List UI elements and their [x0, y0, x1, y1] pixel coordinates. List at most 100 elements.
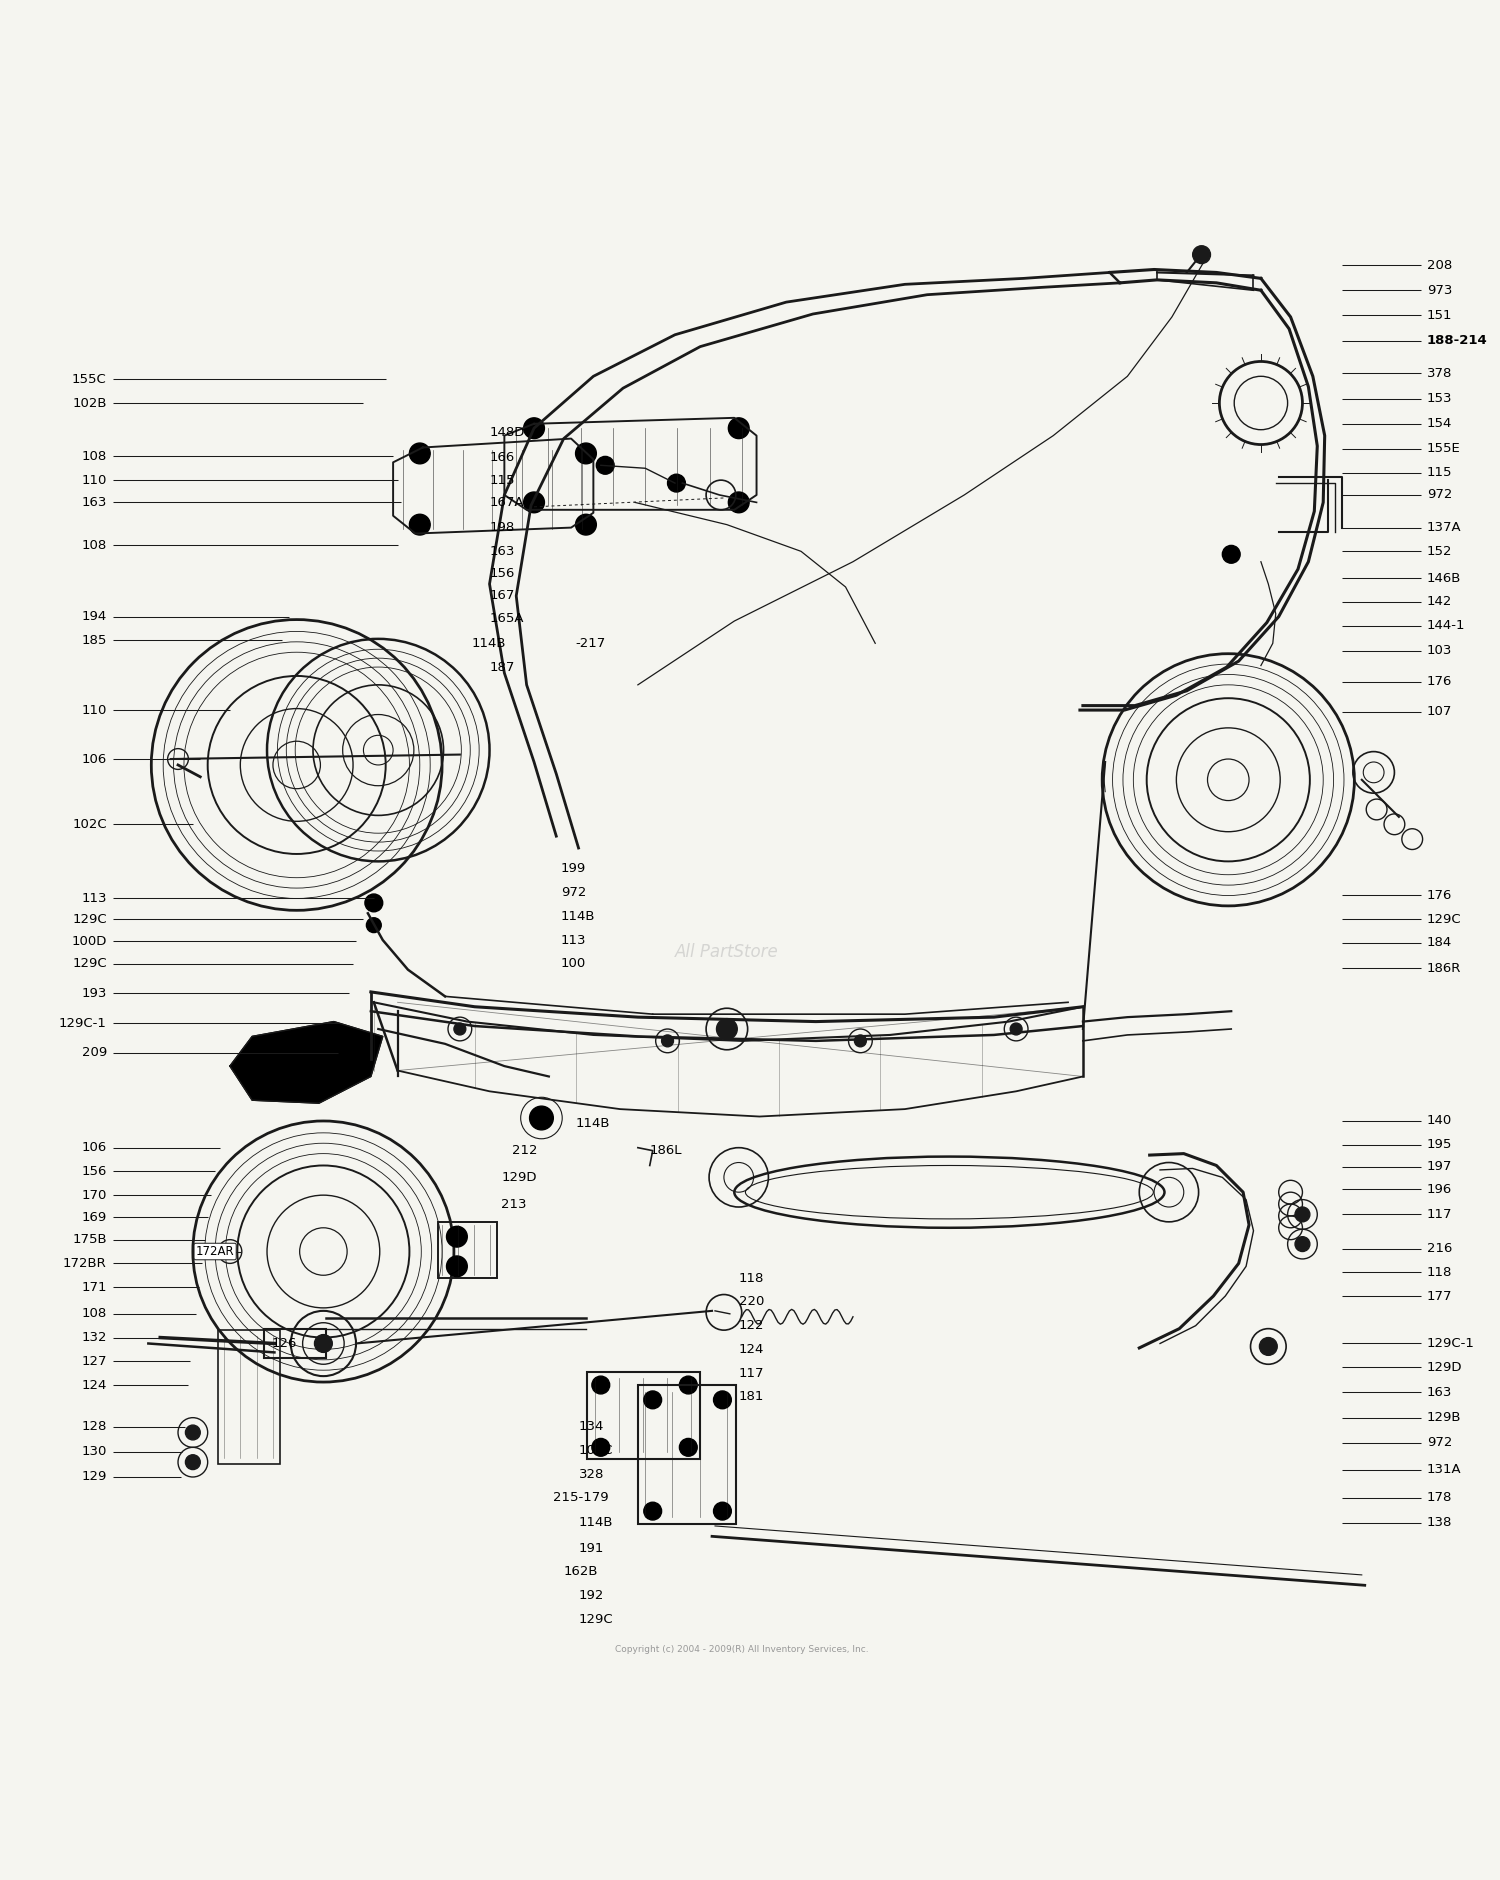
Circle shape: [364, 895, 382, 912]
Text: 172AR: 172AR: [196, 1245, 234, 1258]
Text: 187: 187: [489, 660, 514, 673]
Text: 170: 170: [81, 1188, 106, 1201]
Text: 115: 115: [489, 474, 514, 487]
Text: 100C: 100C: [579, 1444, 614, 1457]
Circle shape: [592, 1376, 609, 1393]
Text: 171: 171: [81, 1280, 106, 1293]
Text: 186R: 186R: [1426, 963, 1461, 974]
Text: 973: 973: [1426, 284, 1452, 297]
Circle shape: [576, 444, 597, 464]
Text: 102C: 102C: [72, 818, 106, 831]
Text: 106: 106: [81, 1141, 106, 1154]
Text: 114B: 114B: [576, 1117, 610, 1130]
Text: 166: 166: [489, 451, 514, 464]
Text: 127: 127: [81, 1355, 106, 1369]
Text: 186L: 186L: [650, 1145, 682, 1158]
Circle shape: [1260, 1337, 1276, 1355]
Text: 215-179: 215-179: [554, 1491, 609, 1504]
Text: 128: 128: [81, 1419, 106, 1433]
Text: 129C: 129C: [72, 912, 106, 925]
Circle shape: [714, 1391, 732, 1408]
Text: 193: 193: [81, 987, 106, 1000]
Text: 328: 328: [579, 1468, 604, 1481]
Text: 138: 138: [1426, 1517, 1452, 1530]
Text: All PartStore: All PartStore: [675, 944, 778, 961]
Text: 132: 132: [81, 1331, 106, 1344]
Circle shape: [410, 444, 430, 464]
Text: 216: 216: [1426, 1243, 1452, 1256]
Circle shape: [530, 1105, 554, 1130]
Text: 103: 103: [1426, 645, 1452, 658]
Text: 212: 212: [512, 1145, 537, 1158]
Text: 156: 156: [81, 1166, 106, 1179]
Text: 209: 209: [81, 1047, 106, 1058]
Text: 124: 124: [738, 1342, 764, 1355]
Circle shape: [592, 1438, 609, 1457]
Text: 156: 156: [489, 568, 514, 581]
Text: 134: 134: [579, 1419, 604, 1433]
Text: Copyright (c) 2004 - 2009(R) All Inventory Services, Inc.: Copyright (c) 2004 - 2009(R) All Invento…: [615, 1645, 868, 1654]
Text: 151: 151: [1426, 308, 1452, 321]
Text: 184: 184: [1426, 936, 1452, 949]
Text: 140: 140: [1426, 1115, 1452, 1128]
Circle shape: [1294, 1237, 1310, 1252]
Text: 972: 972: [1426, 489, 1452, 502]
Text: 129D: 129D: [1426, 1361, 1462, 1374]
Text: 163: 163: [81, 496, 106, 509]
Text: 175B: 175B: [72, 1233, 106, 1246]
Text: 169: 169: [81, 1211, 106, 1224]
Circle shape: [524, 493, 544, 513]
Circle shape: [729, 417, 748, 438]
Circle shape: [576, 515, 597, 536]
Text: 129C-1: 129C-1: [58, 1017, 106, 1030]
Text: 130: 130: [81, 1446, 106, 1459]
Text: 115: 115: [1426, 466, 1452, 479]
Text: 110: 110: [81, 474, 106, 487]
Text: 129C: 129C: [579, 1613, 614, 1626]
Text: 155C: 155C: [72, 372, 106, 385]
Text: 137A: 137A: [1426, 521, 1461, 534]
Text: 146B: 146B: [1426, 572, 1461, 585]
Polygon shape: [230, 1021, 382, 1104]
Text: 178: 178: [1426, 1491, 1452, 1504]
Text: 124: 124: [81, 1378, 106, 1391]
Text: 208: 208: [1426, 259, 1452, 271]
Text: 118: 118: [738, 1271, 764, 1284]
Text: 114B: 114B: [579, 1517, 614, 1530]
Circle shape: [717, 1019, 738, 1040]
Circle shape: [680, 1438, 698, 1457]
Text: 110: 110: [81, 703, 106, 716]
Text: 188-214: 188-214: [1426, 335, 1488, 348]
Circle shape: [410, 515, 430, 536]
Circle shape: [644, 1502, 662, 1521]
Circle shape: [447, 1226, 468, 1246]
Circle shape: [729, 493, 748, 513]
Text: 117: 117: [738, 1367, 764, 1380]
Text: 108: 108: [81, 449, 106, 462]
Text: 163: 163: [1426, 1386, 1452, 1399]
Text: 177: 177: [1426, 1290, 1452, 1303]
Text: 162B: 162B: [564, 1566, 598, 1579]
Text: 199: 199: [561, 863, 586, 876]
Text: 167A: 167A: [489, 496, 524, 509]
Text: 129D: 129D: [501, 1171, 537, 1184]
Text: 176: 176: [1426, 675, 1452, 688]
Text: 100D: 100D: [72, 934, 106, 948]
Text: 155E: 155E: [1426, 442, 1461, 455]
Text: 213: 213: [501, 1198, 526, 1211]
Text: 114B: 114B: [561, 910, 596, 923]
Text: 378: 378: [1426, 367, 1452, 380]
Text: 191: 191: [579, 1542, 604, 1555]
Text: 152: 152: [1426, 545, 1452, 558]
Text: 194: 194: [81, 611, 106, 622]
Text: 163: 163: [489, 545, 514, 558]
Text: 148D: 148D: [489, 427, 525, 440]
Text: 129B: 129B: [1426, 1412, 1461, 1425]
Text: 129C-1: 129C-1: [1426, 1337, 1474, 1350]
Text: 100: 100: [561, 957, 586, 970]
Circle shape: [186, 1455, 201, 1470]
Text: 165A: 165A: [489, 611, 524, 624]
Text: 106: 106: [81, 752, 106, 765]
Text: 114B: 114B: [471, 637, 506, 650]
Text: 122: 122: [738, 1320, 764, 1333]
